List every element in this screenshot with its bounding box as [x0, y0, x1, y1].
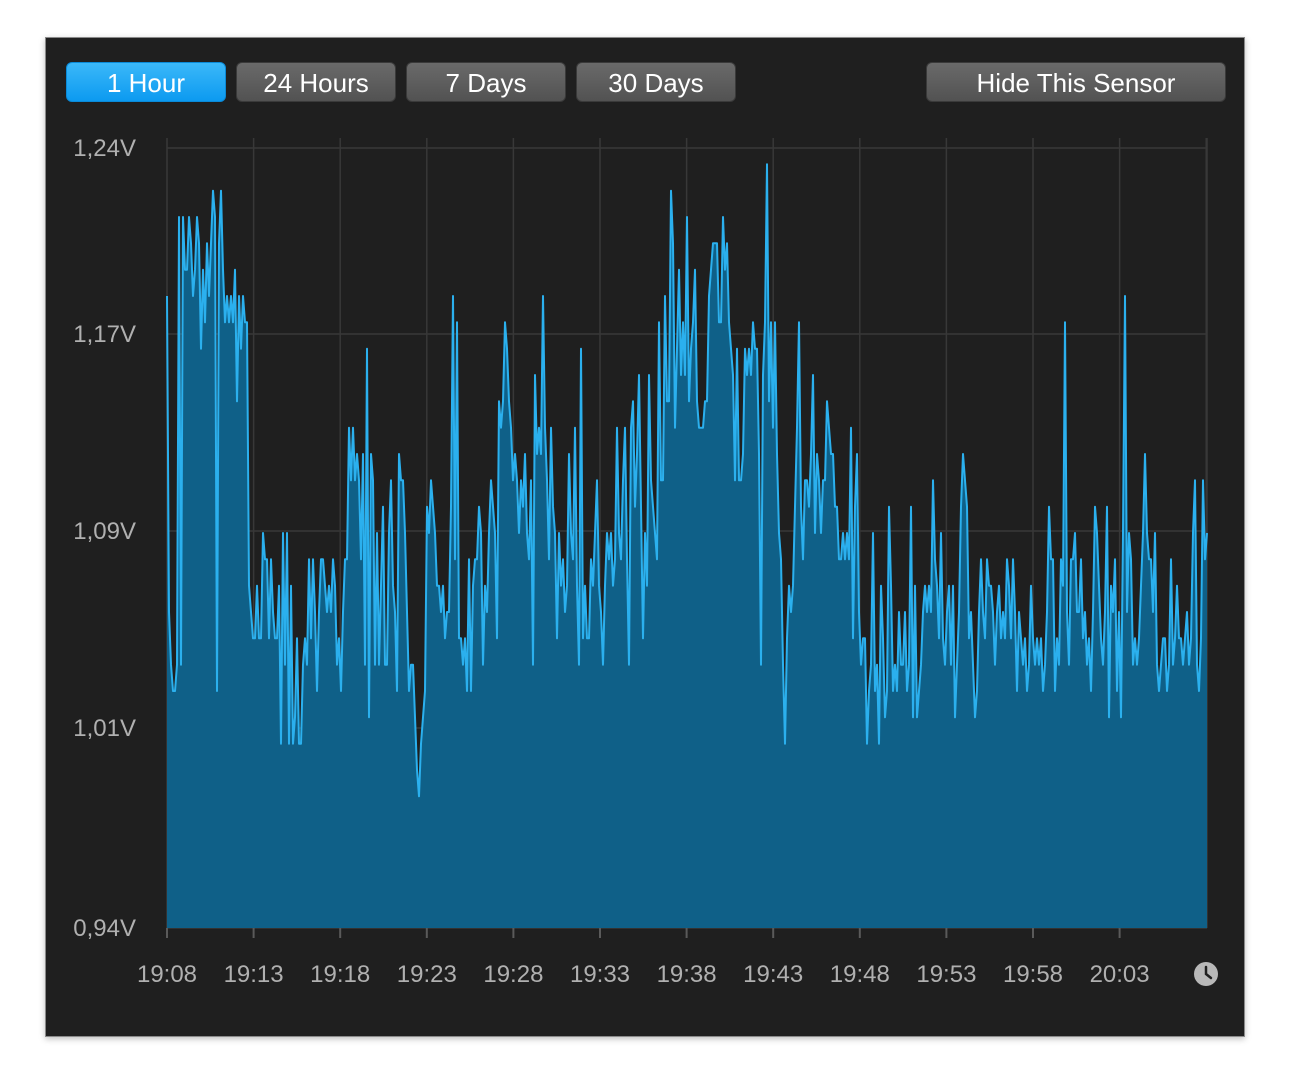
range-24-hours-button[interactable]: 24 Hours: [236, 62, 396, 102]
x-tick-label: 19:58: [1003, 961, 1063, 988]
hide-sensor-button[interactable]: Hide This Sensor: [926, 62, 1226, 102]
x-tick-label: 19:43: [743, 961, 803, 988]
range-7-days-button[interactable]: 7 Days: [406, 62, 566, 102]
x-tick-label: 19:28: [483, 961, 543, 988]
y-tick-label: 1,17V: [73, 321, 136, 348]
y-tick-label: 1,01V: [73, 715, 136, 742]
x-tick-label: 20:03: [1090, 961, 1150, 988]
x-axis: 19:08 19:13 19:18 19:23 19:28 19:33 19:38 19:43…: [137, 928, 1150, 988]
y-tick-label: 0,94V: [73, 915, 136, 942]
range-1-hour-button[interactable]: 1 Hour: [66, 62, 226, 102]
x-tick-label: 19:38: [657, 961, 717, 988]
sensor-window: 1 Hour 24 Hours 7 Days 30 Days Hide This…: [45, 37, 1245, 1037]
voltage-chart: 1,24V 1,17V 1,09V 1,01V 0,94V 19:08 19:13 19:1…: [73, 135, 1218, 988]
x-tick-label: 19:23: [397, 961, 457, 988]
y-tick-label: 1,09V: [73, 518, 136, 545]
series-line: [166, 163, 1208, 798]
series-area: [167, 164, 1207, 929]
x-tick-label: 19:13: [224, 961, 284, 988]
x-tick-label: 19:33: [570, 961, 630, 988]
clock-icon[interactable]: [1194, 962, 1218, 986]
y-axis: 1,24V 1,17V 1,09V 1,01V 0,94V: [73, 135, 136, 942]
x-tick-label: 19:48: [830, 961, 890, 988]
x-tick-label: 19:53: [916, 961, 976, 988]
x-tick-label: 19:08: [137, 961, 197, 988]
y-tick-label: 1,24V: [73, 135, 136, 162]
x-tick-label: 19:18: [310, 961, 370, 988]
range-30-days-button[interactable]: 30 Days: [576, 62, 736, 102]
